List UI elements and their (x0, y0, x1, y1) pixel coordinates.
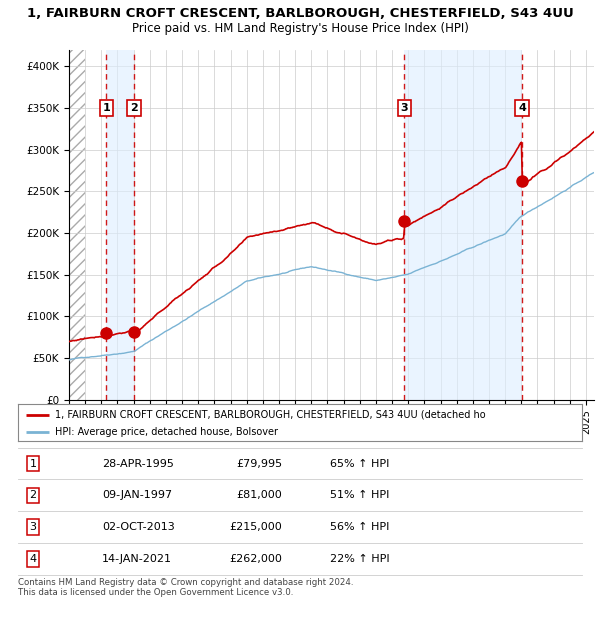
Text: £79,995: £79,995 (236, 459, 282, 469)
Text: 1, FAIRBURN CROFT CRESCENT, BARLBOROUGH, CHESTERFIELD, S43 4UU: 1, FAIRBURN CROFT CRESCENT, BARLBOROUGH,… (26, 7, 574, 20)
Text: HPI: Average price, detached house, Bolsover: HPI: Average price, detached house, Bols… (55, 427, 278, 437)
Text: 4: 4 (518, 103, 526, 113)
Text: £215,000: £215,000 (229, 522, 282, 532)
Text: 3: 3 (29, 522, 37, 532)
Text: 56% ↑ HPI: 56% ↑ HPI (330, 522, 389, 532)
Text: 09-JAN-1997: 09-JAN-1997 (102, 490, 172, 500)
Text: 14-JAN-2021: 14-JAN-2021 (102, 554, 172, 564)
Text: 2: 2 (130, 103, 138, 113)
Text: 1, FAIRBURN CROFT CRESCENT, BARLBOROUGH, CHESTERFIELD, S43 4UU (detached ho: 1, FAIRBURN CROFT CRESCENT, BARLBOROUGH,… (55, 410, 485, 420)
Text: 28-APR-1995: 28-APR-1995 (102, 459, 174, 469)
Text: Contains HM Land Registry data © Crown copyright and database right 2024.
This d: Contains HM Land Registry data © Crown c… (18, 578, 353, 597)
Bar (404, 50, 522, 400)
Text: 1: 1 (103, 103, 110, 113)
Text: £81,000: £81,000 (236, 490, 282, 500)
Text: 51% ↑ HPI: 51% ↑ HPI (330, 490, 389, 500)
Bar (69, 50, 85, 400)
Text: 1: 1 (29, 459, 37, 469)
Text: 02-OCT-2013: 02-OCT-2013 (102, 522, 175, 532)
Text: 2: 2 (29, 490, 37, 500)
Text: 4: 4 (29, 554, 37, 564)
Bar (106, 50, 134, 400)
Text: 65% ↑ HPI: 65% ↑ HPI (330, 459, 389, 469)
Text: £262,000: £262,000 (229, 554, 282, 564)
Text: 22% ↑ HPI: 22% ↑ HPI (330, 554, 389, 564)
Text: 3: 3 (400, 103, 408, 113)
Text: Price paid vs. HM Land Registry's House Price Index (HPI): Price paid vs. HM Land Registry's House … (131, 22, 469, 35)
